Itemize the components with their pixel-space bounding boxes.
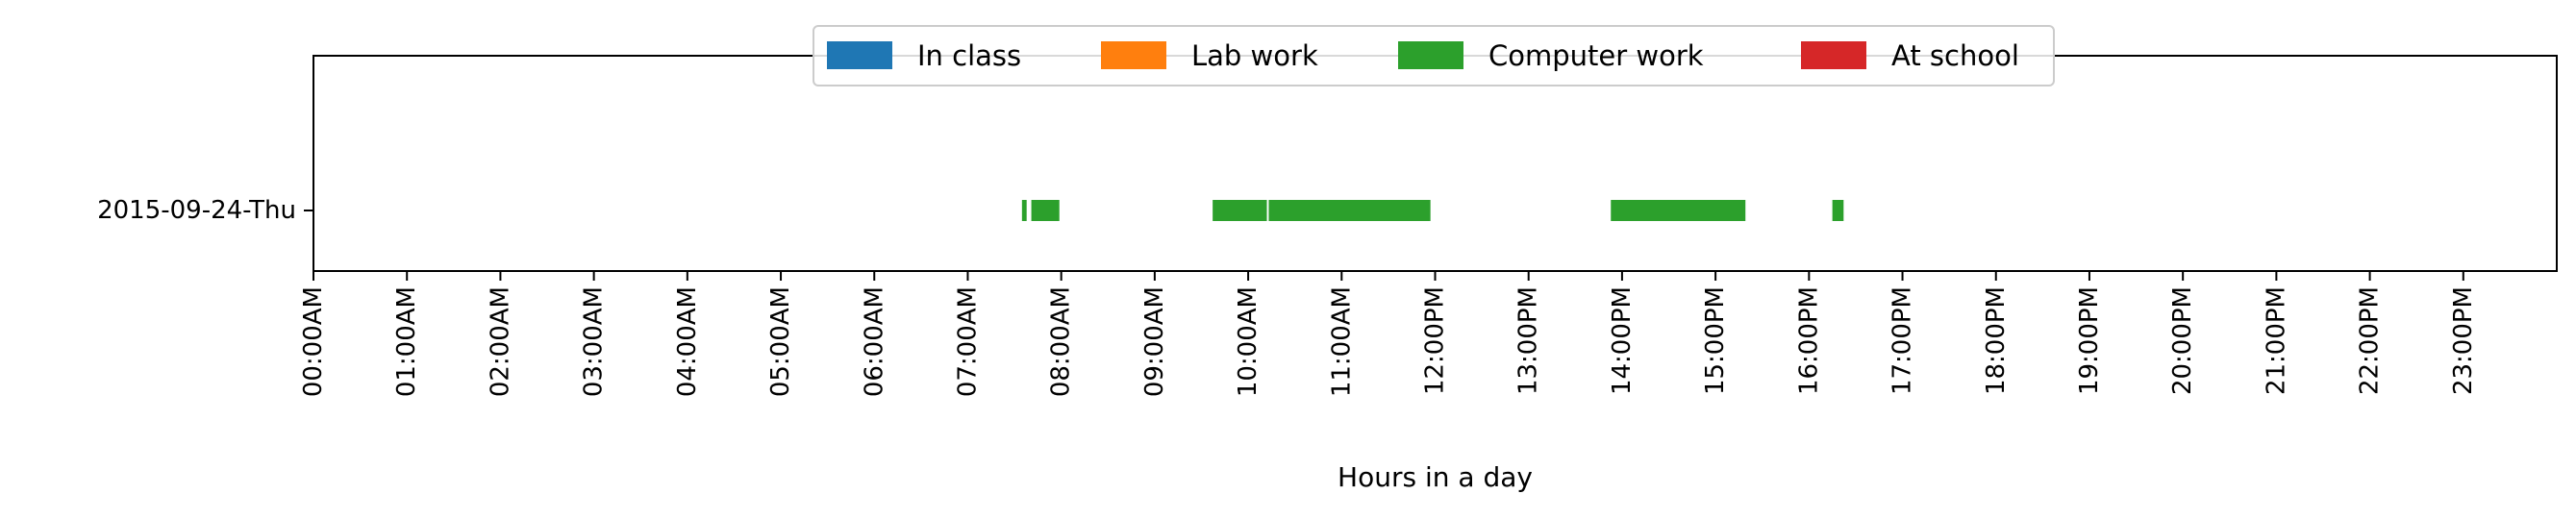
- legend-swatch: [1101, 41, 1166, 69]
- bar-segment: [1268, 200, 1431, 221]
- y-tick-label: 2015-09-24-Thu: [97, 196, 296, 225]
- x-tick-label: 05:00AM: [766, 286, 795, 397]
- x-tick-label: 08:00AM: [1047, 286, 1076, 397]
- x-tick-label: 19:00PM: [2075, 286, 2104, 395]
- x-tick-label: 23:00PM: [2449, 286, 2478, 395]
- x-tick-label: 00:00AM: [299, 286, 328, 397]
- legend-label: Lab work: [1191, 39, 1318, 72]
- x-tick-label: 15:00PM: [1701, 286, 1730, 395]
- y-axis: 2015-09-24-Thu: [97, 196, 313, 225]
- legend-swatch: [1801, 41, 1866, 69]
- x-axis-label: Hours in a day: [1338, 461, 1533, 493]
- x-tick-label: 04:00AM: [673, 286, 702, 397]
- x-tick-label: 16:00PM: [1794, 286, 1823, 395]
- x-tick-label: 20:00PM: [2168, 286, 2197, 395]
- legend-label: In class: [917, 39, 1021, 72]
- x-tick-label: 14:00PM: [1608, 286, 1637, 395]
- legend-swatch: [1398, 41, 1463, 69]
- x-tick-label: 22:00PM: [2356, 286, 2385, 395]
- bar-segment: [1031, 200, 1060, 221]
- x-tick-label: 18:00PM: [1982, 286, 2011, 395]
- x-tick-label: 07:00AM: [953, 286, 982, 397]
- bar-segment: [1021, 200, 1027, 221]
- bar-segment: [1832, 200, 1844, 221]
- x-axis: 00:00AM 01:00AM 02:00AM 03:00AM 04:00AM 05:00…: [299, 271, 2478, 397]
- legend: In class Lab work Computer work At school: [813, 25, 2055, 86]
- x-tick-label: 12:00PM: [1421, 286, 1450, 395]
- plot-frame: [313, 55, 2558, 272]
- x-tick-label: 17:00PM: [1888, 286, 1917, 395]
- legend-swatch: [827, 41, 892, 69]
- x-tick-label: 10:00AM: [1234, 286, 1263, 397]
- x-tick-label: 11:00AM: [1327, 286, 1356, 397]
- x-tick-label: 02:00AM: [486, 286, 514, 397]
- bar-segment: [1213, 200, 1267, 221]
- bar-segment: [1611, 200, 1746, 221]
- bars-layer: [1021, 200, 1844, 221]
- x-tick-label: 13:00PM: [1514, 286, 1543, 395]
- x-tick-label: 06:00AM: [860, 286, 888, 397]
- x-tick-label: 09:00AM: [1140, 286, 1169, 397]
- x-tick-label: 21:00PM: [2262, 286, 2290, 395]
- legend-label: Computer work: [1488, 39, 1704, 72]
- legend-label: At school: [1891, 39, 2019, 72]
- x-tick-label: 01:00AM: [392, 286, 421, 397]
- x-tick-label: 03:00AM: [580, 286, 609, 397]
